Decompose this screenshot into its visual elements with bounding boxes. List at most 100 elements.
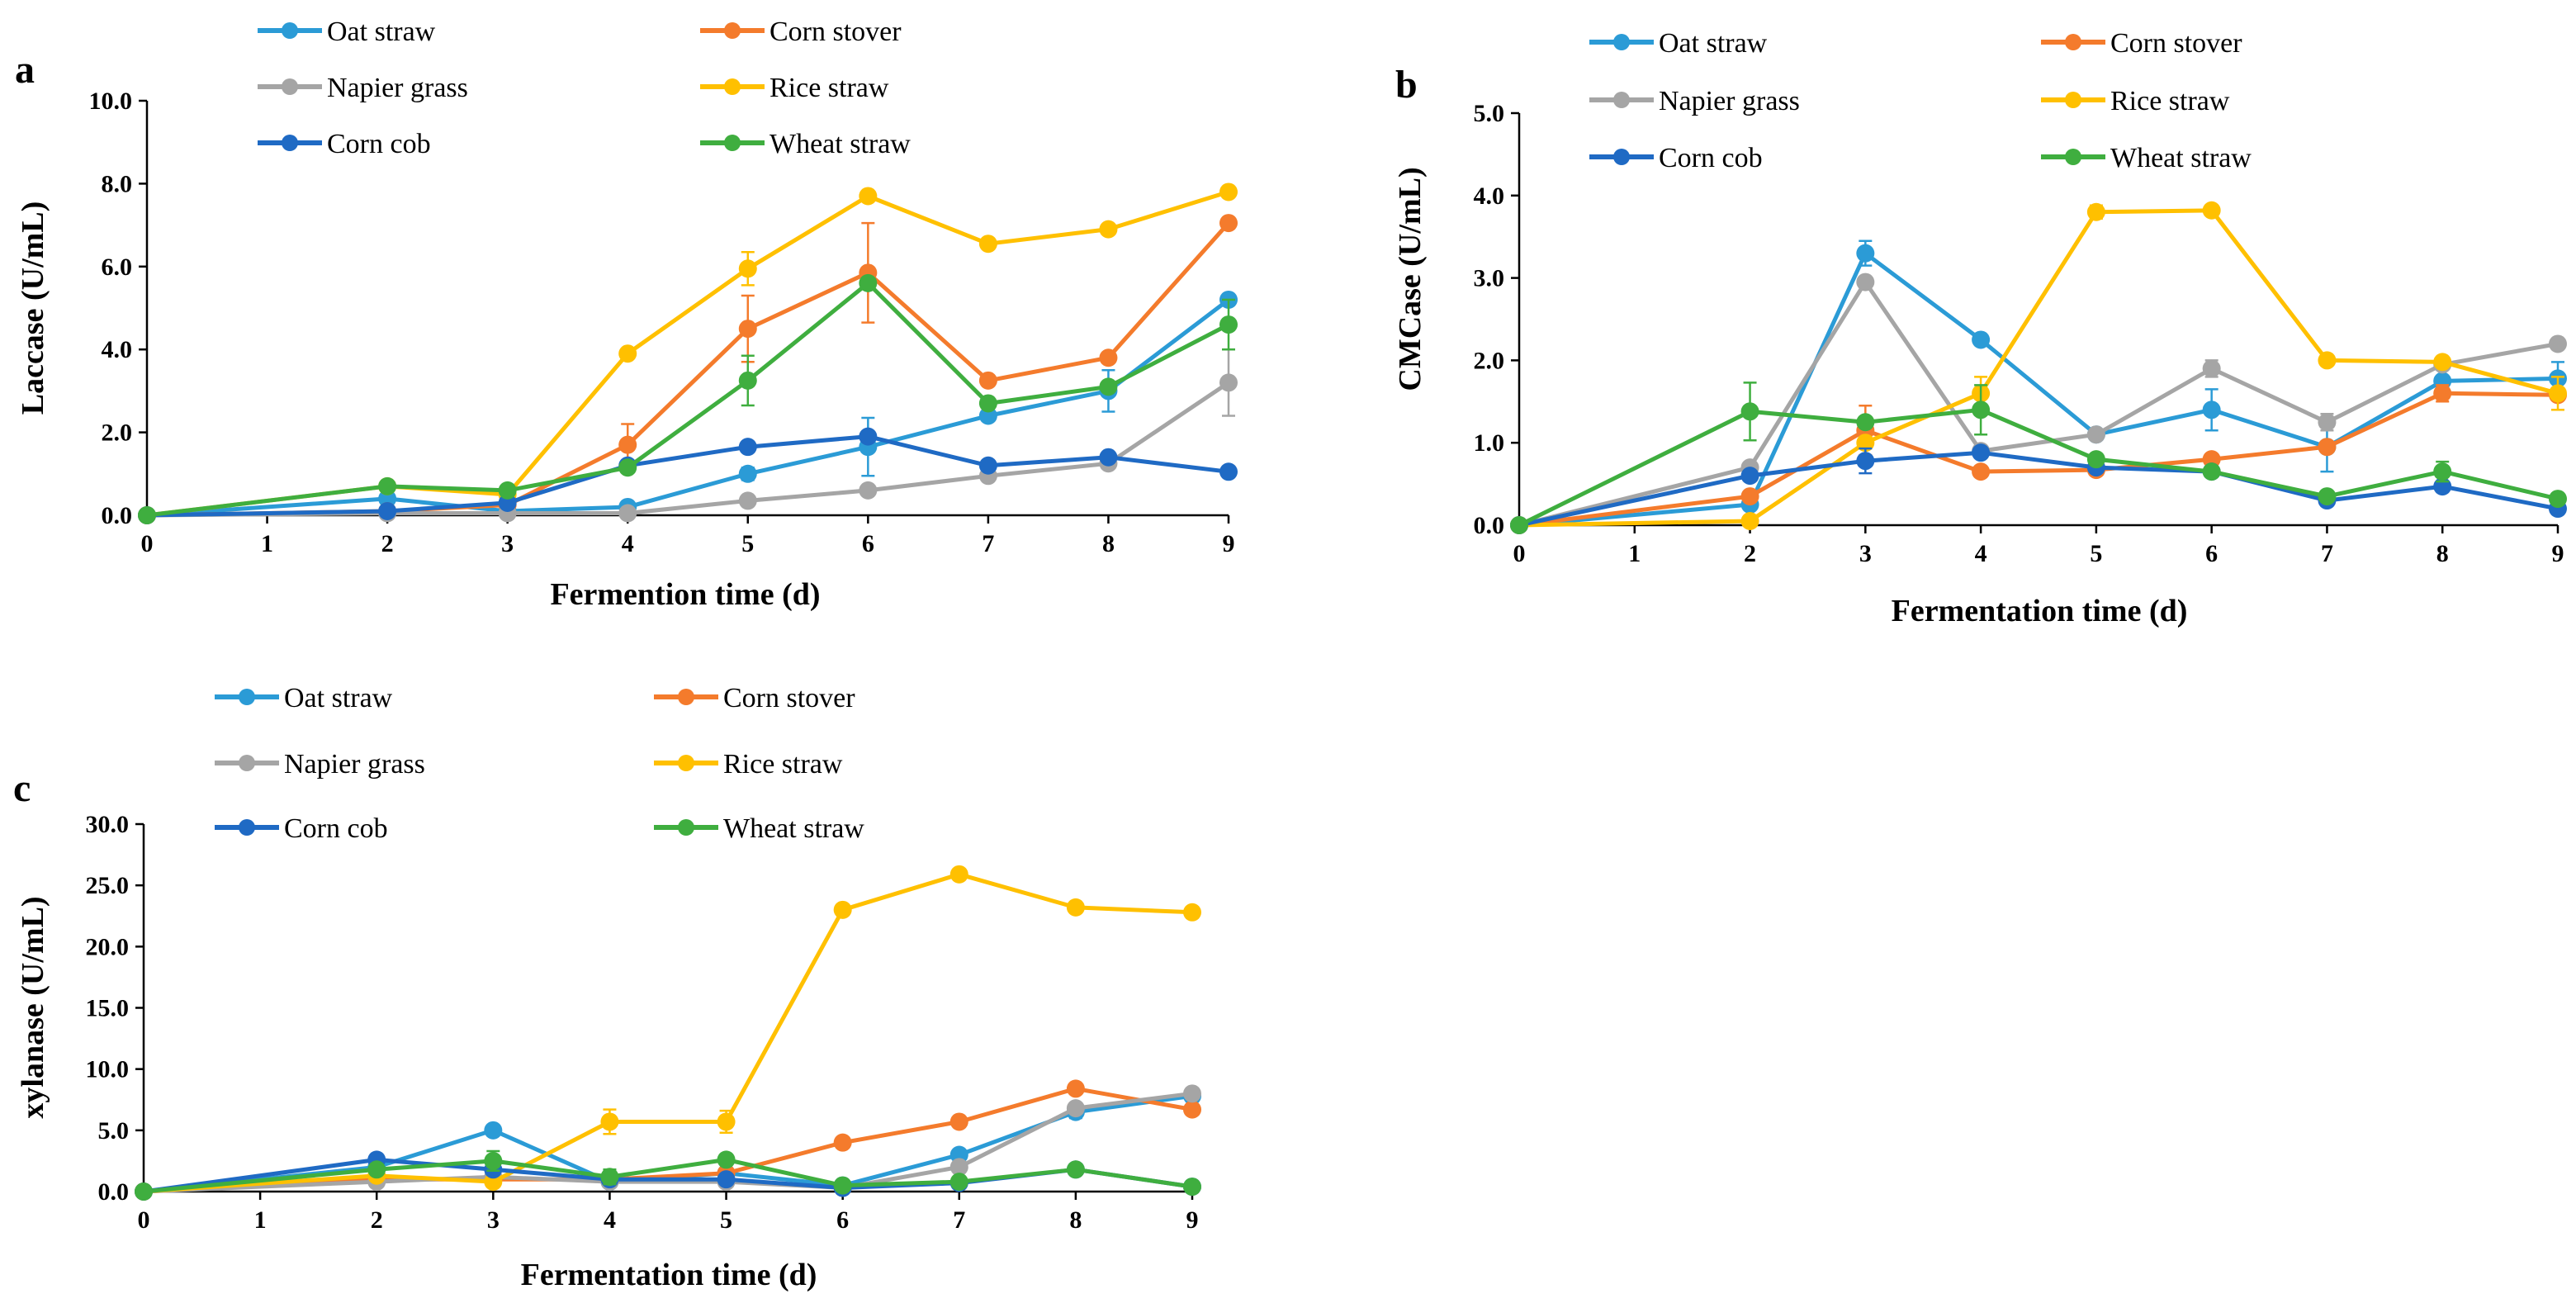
panel-a-point-wheat-straw xyxy=(859,273,878,292)
panel-a-point-wheat-straw xyxy=(978,394,997,413)
legend-item-corn-stover: Corn stover xyxy=(700,17,902,47)
legend-item-wheat-straw: Wheat straw xyxy=(654,813,864,844)
panel-b-y-tick-label: 1.0 xyxy=(1474,429,1505,457)
panel-b-x-tick-label: 2 xyxy=(1744,540,1756,567)
panel-b-x-tick-label: 4 xyxy=(1975,540,1987,567)
panel-b-point-rice-straw xyxy=(1740,512,1759,531)
panel-a-x-tick-label: 3 xyxy=(501,530,514,557)
legend-item-oat-straw: Oat straw xyxy=(1589,28,1768,59)
panel-b-x-tick-label: 0 xyxy=(1513,540,1526,567)
panel-a-point-napier-grass xyxy=(618,504,637,523)
panel-a-point-corn-stover xyxy=(978,371,997,390)
panel-c-point-wheat-straw xyxy=(1066,1160,1085,1179)
legend-item-corn-cob: Corn cob xyxy=(215,813,388,844)
panel-c-point-corn-cob xyxy=(717,1170,736,1189)
panel-b-point-oat-straw xyxy=(2202,400,2221,419)
panel-c-x-tick-label: 5 xyxy=(720,1206,732,1234)
panel-b-x-tick-label: 9 xyxy=(2552,540,2564,567)
panel-c-x-tick-label: 8 xyxy=(1069,1206,1082,1234)
panel-a-point-wheat-straw xyxy=(738,371,757,390)
legend-item-rice-straw: Rice straw xyxy=(700,73,889,103)
panel-c-axes: 0.0 5.0 10.0 15.0 20.0 25.0 30.0 0 1 2 3 4 5 6 7 8 9 xyxy=(86,811,1199,1234)
panel-b-point-napier-grass xyxy=(2086,425,2105,444)
legend-label-rice-straw: Rice straw xyxy=(2110,86,2230,116)
panel-c-x-tick-label: 4 xyxy=(604,1206,616,1234)
panel-b-y-tick-label: 3.0 xyxy=(1474,265,1505,292)
panel-a-point-corn-cob xyxy=(1099,448,1118,467)
panel-b-x-tick-label: 1 xyxy=(1628,540,1641,567)
panel-b-point-corn-stover xyxy=(1740,487,1759,506)
panel-b-point-rice-straw xyxy=(2202,201,2221,220)
panel-b-point-corn-cob xyxy=(1972,443,1991,462)
panel-b-line-rice-straw xyxy=(1518,208,2559,528)
legend-item-rice-straw: Rice straw xyxy=(2041,86,2230,116)
panel-a-point-oat-straw xyxy=(978,406,997,425)
panel-c-line-rice-straw xyxy=(143,872,1193,1194)
panel-a-x-tick-label: 5 xyxy=(741,530,754,557)
panel-a-point-wheat-straw xyxy=(618,458,637,477)
panel-a-x-tick-label: 0 xyxy=(141,530,154,557)
panel-a-x-tick-label: 9 xyxy=(1223,530,1235,557)
panel-c-y-tick-label: 0.0 xyxy=(98,1178,130,1206)
panel-b-y-tick-label: 4.0 xyxy=(1474,182,1505,210)
panel-a-x-tick-label: 4 xyxy=(622,530,634,557)
legend-label-oat-straw: Oat straw xyxy=(1659,28,1768,59)
legend-item-wheat-straw: Wheat straw xyxy=(2041,143,2252,173)
panel-c-y-tick-label: 25.0 xyxy=(86,872,130,899)
legend-label-wheat-straw: Wheat straw xyxy=(2110,143,2252,173)
panel-a-y-tick-label: 4.0 xyxy=(102,336,133,363)
legend-label-wheat-straw: Wheat straw xyxy=(769,129,911,159)
legend-label-wheat-straw: Wheat straw xyxy=(723,813,864,844)
panel-a-point-corn-cob xyxy=(498,493,517,512)
panel-c-point-corn-stover xyxy=(1066,1079,1085,1098)
panel-a-x-tick-label: 1 xyxy=(261,530,273,557)
panel-b-point-rice-straw xyxy=(1856,434,1875,453)
panel-c-label: c xyxy=(13,766,31,810)
panel-c-point-wheat-straw xyxy=(833,1176,852,1195)
panel-b-x-axis-title: Fermentation time (d) xyxy=(1892,594,2188,628)
panel-c-point-corn-stover xyxy=(949,1112,968,1131)
legend-item-oat-straw: Oat straw xyxy=(258,17,436,47)
panel-a-x-tick-label: 8 xyxy=(1102,530,1115,557)
panel-a-point-napier-grass xyxy=(1219,373,1238,392)
panel-b-point-corn-cob xyxy=(1740,467,1759,486)
panel-c-point-wheat-straw xyxy=(1183,1178,1201,1197)
panel-b: b CMCase (U/mL) Fermentation time (d) Oa… xyxy=(1393,28,2567,628)
panel-a-series-oat-straw xyxy=(138,290,1238,524)
panel-b-point-corn-stover xyxy=(2318,438,2337,457)
panel-a-y-tick-label: 0.0 xyxy=(102,502,133,529)
panel-b-point-wheat-straw xyxy=(1740,402,1759,421)
panel-a-point-napier-grass xyxy=(859,481,878,500)
panel-c-point-rice-straw xyxy=(833,900,852,919)
panel-b-point-wheat-straw xyxy=(2318,487,2337,506)
legend-item-napier-grass: Napier grass xyxy=(258,73,468,103)
legend-label-rice-straw: Rice straw xyxy=(723,749,843,780)
panel-a-point-rice-straw xyxy=(1099,220,1118,239)
panel-c-point-wheat-straw xyxy=(484,1151,503,1170)
legend-item-corn-cob: Corn cob xyxy=(258,129,431,159)
panel-a-point-rice-straw xyxy=(618,344,637,363)
legend-item-corn-stover: Corn stover xyxy=(2041,28,2242,59)
panel-a-y-tick-label: 6.0 xyxy=(102,254,133,281)
panel-b-point-napier-grass xyxy=(2202,359,2221,378)
panel-b-point-rice-straw xyxy=(2086,202,2105,221)
panel-b-point-wheat-straw xyxy=(2433,462,2452,481)
panel-a-point-corn-cob xyxy=(978,456,997,475)
legend-item-corn-stover: Corn stover xyxy=(654,683,855,713)
panel-a-point-corn-stover xyxy=(738,320,757,339)
panel-c-x-tick-label: 3 xyxy=(487,1206,500,1234)
panel-a-x-tick-label: 7 xyxy=(982,530,994,557)
legend-label-corn-stover: Corn stover xyxy=(2110,28,2242,59)
panel-b-x-tick-label: 3 xyxy=(1859,540,1872,567)
panel-c-point-wheat-straw xyxy=(367,1160,386,1179)
panel-a-point-rice-straw xyxy=(859,187,878,206)
panel-a-series-corn-stover xyxy=(138,214,1238,524)
panel-a-label: a xyxy=(15,48,35,92)
panel-b-line-wheat-straw xyxy=(1518,407,2559,528)
panel-c-series-wheat-straw xyxy=(135,1149,1201,1201)
panel-a-point-wheat-straw xyxy=(378,476,397,495)
panel-c-legend: Oat straw Corn stover Napier grass Rice … xyxy=(215,683,864,844)
legend-label-corn-cob: Corn cob xyxy=(284,813,388,844)
panel-a-series-rice-straw xyxy=(138,182,1238,524)
